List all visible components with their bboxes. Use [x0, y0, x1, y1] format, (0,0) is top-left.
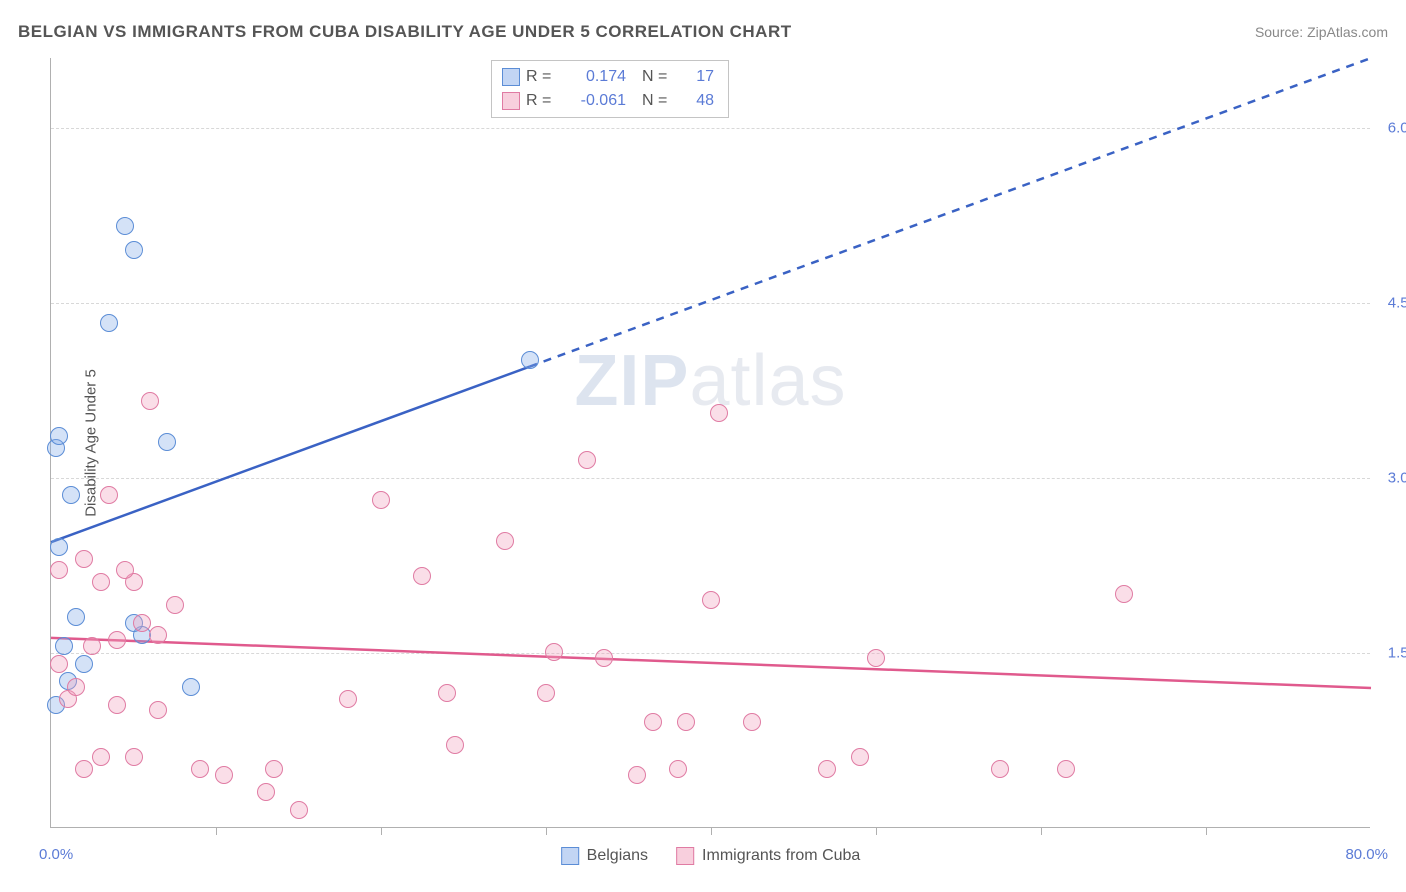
scatter-point	[669, 760, 687, 778]
scatter-point	[133, 614, 151, 632]
n-value-cuba: 48	[684, 89, 714, 113]
scatter-point	[710, 404, 728, 422]
scatter-point	[595, 649, 613, 667]
scatter-point	[446, 736, 464, 754]
y-tick-label: 1.5%	[1388, 645, 1406, 662]
stats-row-belgians: R = 0.174 N = 17	[502, 65, 714, 89]
scatter-point	[50, 561, 68, 579]
swatch-blue-icon	[561, 847, 579, 865]
scatter-point	[743, 713, 761, 731]
scatter-point	[1115, 585, 1133, 603]
scatter-point	[100, 314, 118, 332]
swatch-blue-icon	[502, 68, 520, 86]
n-value-belgians: 17	[684, 65, 714, 89]
scatter-point	[851, 748, 869, 766]
r-label: R =	[526, 65, 562, 89]
scatter-point	[644, 713, 662, 731]
scatter-point	[125, 241, 143, 259]
scatter-point	[116, 561, 134, 579]
scatter-point	[215, 766, 233, 784]
x-tick	[1041, 827, 1042, 835]
r-value-cuba: -0.061	[568, 89, 626, 113]
source-name: ZipAtlas.com	[1307, 24, 1388, 40]
scatter-point	[818, 760, 836, 778]
scatter-point	[521, 351, 539, 369]
x-axis-min-label: 0.0%	[39, 846, 73, 863]
swatch-pink-icon	[502, 92, 520, 110]
scatter-point	[867, 649, 885, 667]
scatter-point	[166, 596, 184, 614]
scatter-point	[92, 573, 110, 591]
n-label: N =	[642, 89, 678, 113]
scatter-point	[62, 486, 80, 504]
scatter-point	[50, 538, 68, 556]
scatter-point	[149, 701, 167, 719]
legend-label-cuba: Immigrants from Cuba	[702, 847, 860, 865]
stats-legend: R = 0.174 N = 17 R = -0.061 N = 48	[491, 60, 729, 118]
scatter-point	[991, 760, 1009, 778]
x-tick	[876, 827, 877, 835]
scatter-point	[265, 760, 283, 778]
x-tick	[381, 827, 382, 835]
y-tick-label: 4.5%	[1388, 295, 1406, 312]
scatter-point	[372, 491, 390, 509]
scatter-point	[191, 760, 209, 778]
scatter-point	[628, 766, 646, 784]
scatter-point	[100, 486, 118, 504]
source-prefix: Source:	[1255, 24, 1307, 40]
scatter-point	[125, 748, 143, 766]
scatter-point	[50, 655, 68, 673]
x-tick	[546, 827, 547, 835]
stats-row-cuba: R = -0.061 N = 48	[502, 89, 714, 113]
scatter-point	[339, 690, 357, 708]
scatter-point	[67, 608, 85, 626]
scatter-point	[182, 678, 200, 696]
r-label: R =	[526, 89, 562, 113]
scatter-point	[257, 783, 275, 801]
legend-item-cuba: Immigrants from Cuba	[676, 847, 860, 865]
trend-lines	[51, 58, 1371, 828]
scatter-point	[75, 655, 93, 673]
scatter-point	[75, 760, 93, 778]
r-value-belgians: 0.174	[568, 65, 626, 89]
chart-title: BELGIAN VS IMMIGRANTS FROM CUBA DISABILI…	[18, 22, 792, 42]
scatter-point	[290, 801, 308, 819]
x-tick	[1206, 827, 1207, 835]
legend-label-belgians: Belgians	[587, 847, 648, 865]
scatter-point	[496, 532, 514, 550]
scatter-point	[141, 392, 159, 410]
scatter-point	[1057, 760, 1075, 778]
scatter-point	[578, 451, 596, 469]
scatter-point	[158, 433, 176, 451]
x-tick	[711, 827, 712, 835]
scatter-point	[108, 631, 126, 649]
scatter-point	[55, 637, 73, 655]
scatter-point	[702, 591, 720, 609]
x-tick	[216, 827, 217, 835]
source-attribution: Source: ZipAtlas.com	[1255, 24, 1388, 40]
y-tick-label: 3.0%	[1388, 470, 1406, 487]
scatter-point	[67, 678, 85, 696]
scatter-point	[75, 550, 93, 568]
series-legend: Belgians Immigrants from Cuba	[561, 847, 861, 865]
legend-item-belgians: Belgians	[561, 847, 648, 865]
scatter-point	[92, 748, 110, 766]
scatter-point	[677, 713, 695, 731]
scatter-point	[83, 637, 101, 655]
scatter-point	[116, 217, 134, 235]
swatch-pink-icon	[676, 847, 694, 865]
scatter-point	[545, 643, 563, 661]
scatter-point	[438, 684, 456, 702]
scatter-point	[149, 626, 167, 644]
scatter-point	[50, 427, 68, 445]
plot-area: Disability Age Under 5 1.5%3.0%4.5%6.0% …	[50, 58, 1370, 828]
x-axis-max-label: 80.0%	[1345, 846, 1388, 863]
scatter-point	[108, 696, 126, 714]
y-tick-label: 6.0%	[1388, 120, 1406, 137]
n-label: N =	[642, 65, 678, 89]
scatter-point	[413, 567, 431, 585]
scatter-point	[537, 684, 555, 702]
